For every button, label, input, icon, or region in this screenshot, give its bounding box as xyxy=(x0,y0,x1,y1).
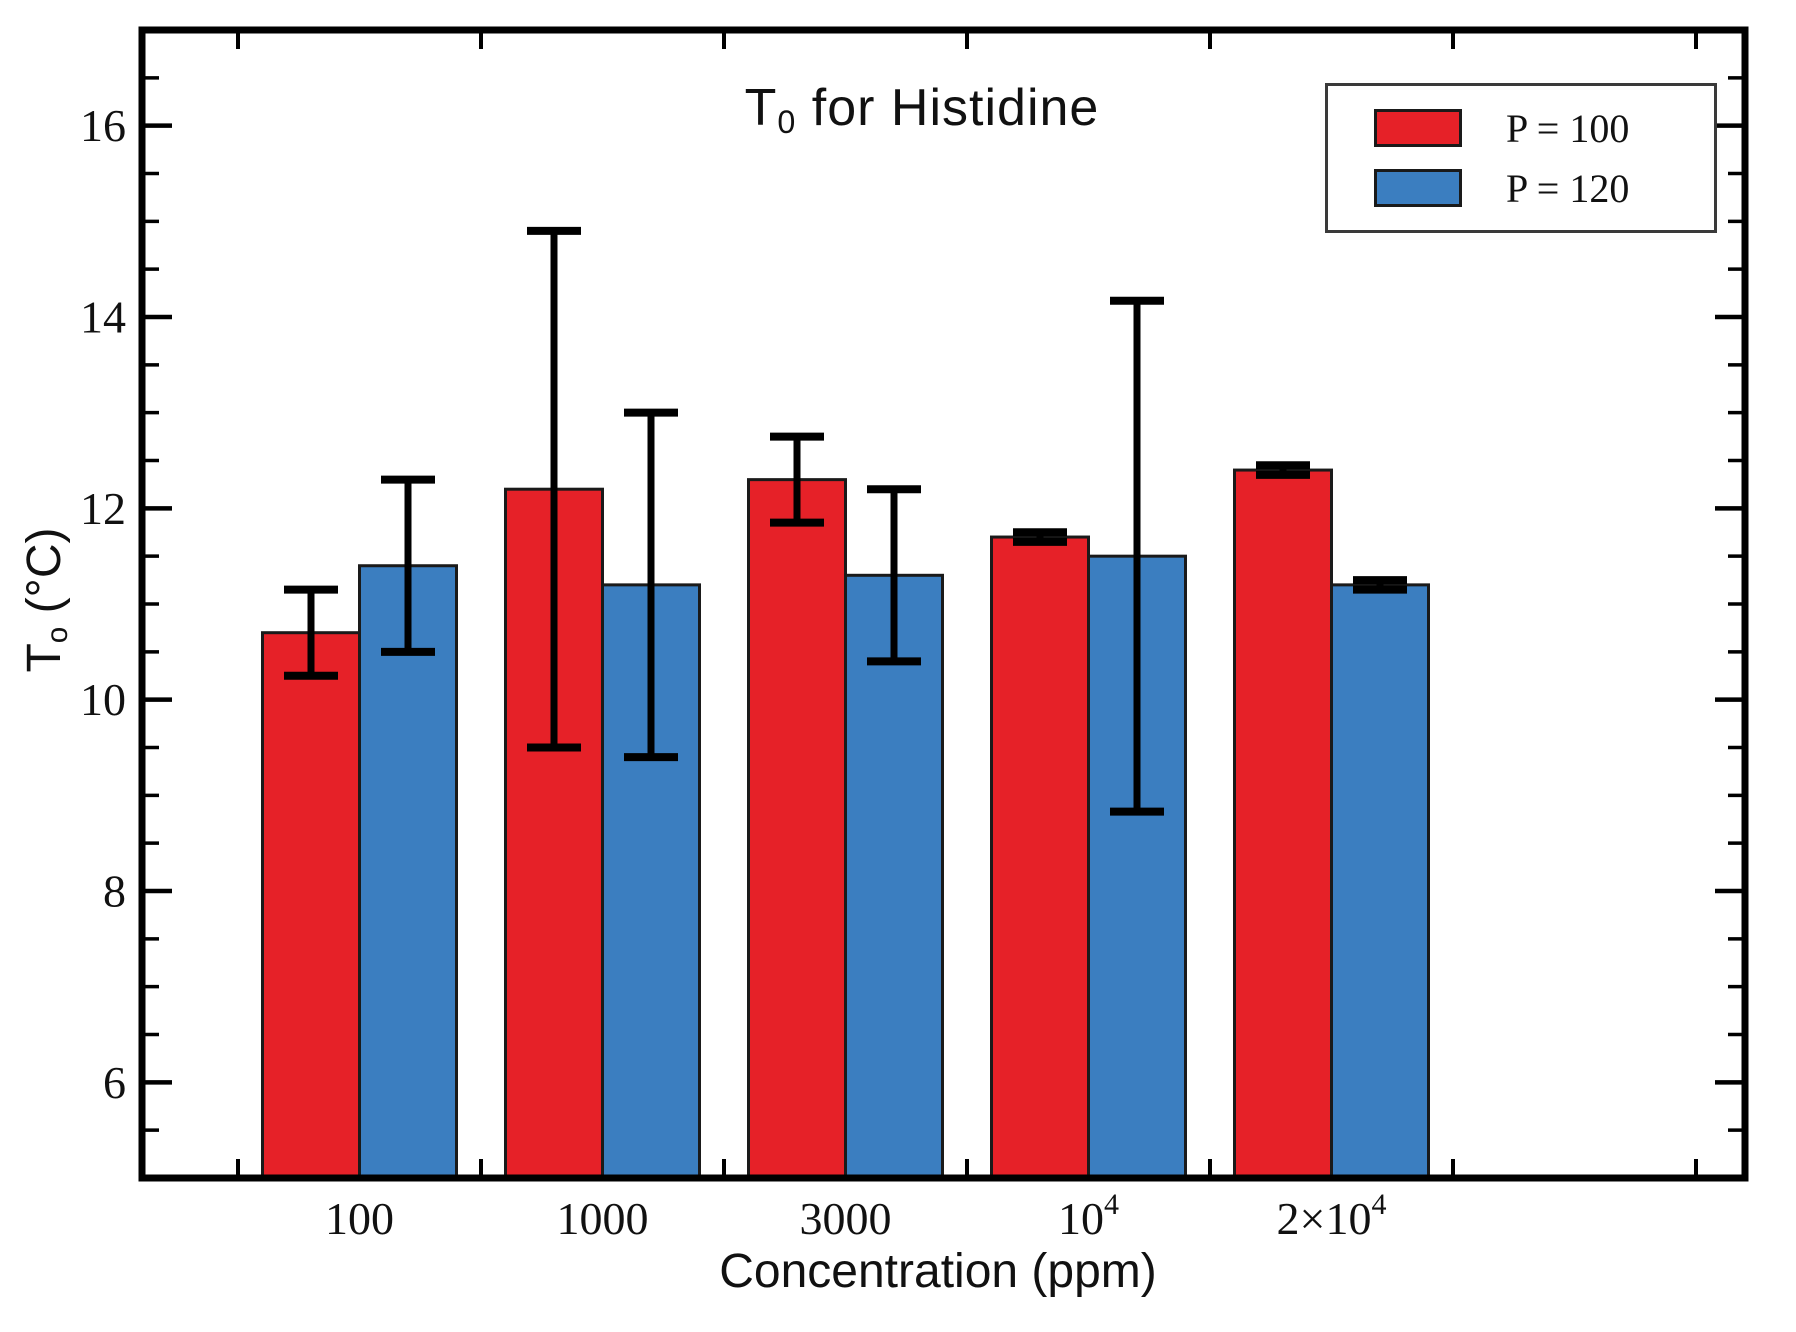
legend-label-p100: P = 100 xyxy=(1506,105,1630,151)
bar-P120-group1 xyxy=(358,564,458,1180)
chart-title-prefix: T xyxy=(744,79,778,137)
y-axis-title-prefix: T xyxy=(17,643,71,673)
bar-P100-group5 xyxy=(1233,468,1333,1180)
chart-title: T0 for Histidine xyxy=(745,78,1100,141)
x-tick-label-4: 104 xyxy=(1058,1188,1119,1244)
bar-P100-group3 xyxy=(747,478,847,1180)
y-tick-label-12: 12 xyxy=(80,483,126,534)
legend-item-p120: P = 120 xyxy=(1374,165,1714,212)
bar-P120-group5 xyxy=(1330,583,1430,1180)
legend: P = 100 P = 120 xyxy=(1325,83,1717,233)
bar-P100-group1 xyxy=(261,631,361,1180)
legend-label-p120: P = 120 xyxy=(1506,165,1630,211)
chart-title-subscript: 0 xyxy=(777,104,797,141)
x-tick-label-3: 3000 xyxy=(800,1193,892,1244)
y-tick-label-14: 14 xyxy=(80,292,126,343)
legend-swatch-red xyxy=(1374,109,1462,147)
bar-P120-group3 xyxy=(844,573,944,1180)
y-tick-label-10: 10 xyxy=(80,674,126,725)
legend-swatch-blue xyxy=(1374,169,1462,207)
x-tick-label-1: 100 xyxy=(325,1193,394,1244)
x-tick-label-2: 1000 xyxy=(557,1193,649,1244)
y-axis-title: To (°C) xyxy=(17,527,75,672)
y-axis-title-subscript: o xyxy=(41,626,75,644)
y-axis-title-suffix: (°C) xyxy=(17,527,71,627)
y-tick-label-16: 16 xyxy=(80,100,126,151)
x-tick-label-5: 2×104 xyxy=(1277,1188,1387,1244)
bar-P100-group4 xyxy=(990,535,1090,1180)
legend-item-p100: P = 100 xyxy=(1374,105,1714,152)
y-tick-label-8: 8 xyxy=(103,866,126,917)
chart-title-suffix: for Histidine xyxy=(796,79,1100,137)
x-axis-title: Concentration (ppm) xyxy=(719,1245,1157,1298)
y-tick-label-6: 6 xyxy=(103,1057,126,1108)
